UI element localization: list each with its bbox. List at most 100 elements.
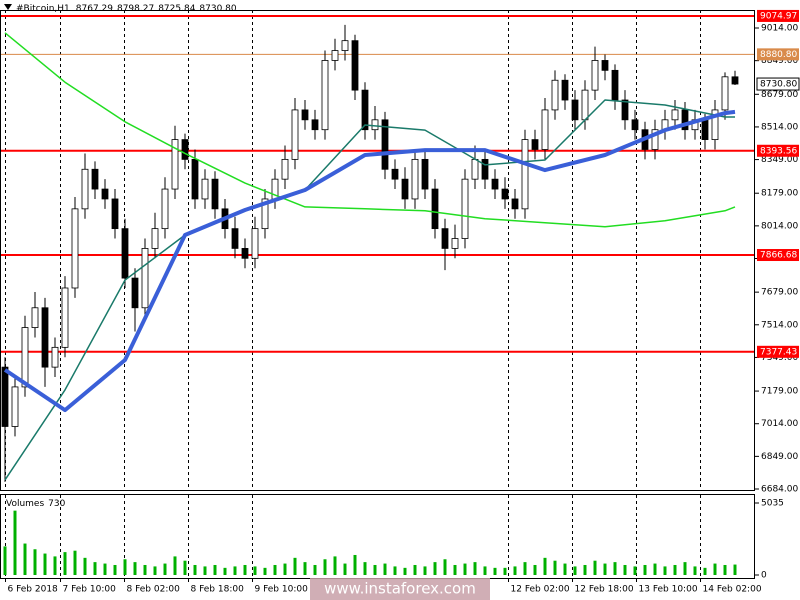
y-tick-label: 8514.00 bbox=[761, 122, 798, 132]
volume-bar bbox=[43, 553, 47, 575]
candle-body bbox=[681, 109, 689, 131]
candle-body bbox=[491, 178, 499, 190]
candle-body bbox=[371, 119, 379, 131]
candle-body bbox=[511, 198, 519, 210]
volume-bar bbox=[583, 564, 587, 575]
candle-body bbox=[331, 50, 339, 61]
candle-body bbox=[451, 238, 459, 249]
candle-body bbox=[201, 178, 209, 200]
x-tick-label: 12 Feb 18:00 bbox=[575, 585, 634, 595]
y-tick-label: 7679.00 bbox=[761, 288, 798, 298]
header-close: 8730.80 bbox=[199, 4, 236, 14]
candle-body bbox=[401, 178, 409, 200]
candle-body bbox=[291, 109, 299, 160]
candle-body bbox=[411, 158, 419, 200]
candle-body bbox=[471, 158, 479, 180]
candle-body bbox=[571, 99, 579, 121]
level-label: 9074.97 bbox=[760, 11, 797, 21]
header-open: 8767.29 bbox=[76, 4, 113, 14]
candle-body bbox=[161, 188, 169, 230]
volume-bar bbox=[393, 566, 397, 575]
volume-bar bbox=[213, 564, 217, 575]
level-label: 8880.80 bbox=[760, 50, 797, 60]
level-label-box bbox=[757, 9, 799, 22]
volume-bar bbox=[423, 566, 427, 575]
volume-bar bbox=[403, 567, 407, 575]
candle-body bbox=[101, 188, 109, 200]
candle-body bbox=[211, 178, 219, 210]
volume-bar bbox=[433, 562, 437, 575]
volume-bar bbox=[23, 543, 27, 575]
candle-body bbox=[141, 248, 149, 309]
volume-bar bbox=[503, 567, 507, 575]
collapse-icon bbox=[4, 4, 12, 10]
candle-body bbox=[521, 139, 529, 210]
volume-bar bbox=[523, 562, 527, 575]
volume-bar bbox=[483, 566, 487, 575]
volume-title: Volumes 730 bbox=[6, 499, 66, 509]
x-tick-label: 8 Feb 18:00 bbox=[191, 585, 245, 595]
candle-body bbox=[431, 188, 439, 230]
level-label-box bbox=[757, 345, 799, 358]
level-label-box bbox=[757, 48, 799, 61]
price-frame bbox=[0, 10, 755, 491]
volume-bar bbox=[223, 567, 227, 575]
volume-bar bbox=[243, 564, 247, 575]
volume-bar bbox=[373, 564, 377, 575]
header: #Bitcoin,H1 8767.29 8798.27 8725.84 8730.80 bbox=[16, 4, 237, 14]
last-price-box bbox=[756, 77, 800, 91]
volume-bar bbox=[173, 556, 177, 575]
moving-average bbox=[3, 109, 736, 413]
volume-bar bbox=[333, 556, 337, 575]
volume-bar bbox=[323, 559, 327, 575]
y-tick-label: 6684.00 bbox=[761, 485, 798, 495]
volume-bar bbox=[153, 566, 157, 575]
volume-bar bbox=[453, 564, 457, 575]
volume-bar bbox=[63, 552, 67, 575]
candle-body bbox=[81, 168, 89, 210]
candle-body bbox=[561, 79, 569, 101]
volume-bar bbox=[673, 564, 677, 575]
volume-bar bbox=[33, 549, 37, 575]
candle-body bbox=[191, 158, 199, 200]
header-low: 8725.84 bbox=[158, 4, 195, 14]
volume-bar bbox=[183, 560, 187, 575]
volume-bar bbox=[573, 566, 577, 575]
candle-body bbox=[171, 139, 179, 190]
volume-bar bbox=[263, 567, 267, 575]
candle-body bbox=[131, 277, 139, 309]
candle-body bbox=[241, 248, 249, 259]
y-tick-label: 8679.00 bbox=[761, 90, 798, 100]
volume-bar bbox=[593, 560, 597, 575]
volume-bar bbox=[143, 564, 147, 575]
volume-tick-label: 0 bbox=[761, 571, 767, 581]
volume-bar bbox=[103, 563, 107, 575]
moving-average bbox=[4, 99, 735, 481]
y-tick-label: 8014.00 bbox=[761, 221, 798, 231]
candle-body bbox=[71, 208, 79, 289]
y-tick-label: 8849.00 bbox=[761, 56, 798, 66]
volume-bar bbox=[283, 563, 287, 575]
volume-bar bbox=[613, 562, 617, 575]
candle-body bbox=[581, 89, 589, 121]
volume-bar bbox=[463, 563, 467, 575]
volume-bar bbox=[303, 562, 307, 575]
y-tick-label: 8349.00 bbox=[761, 155, 798, 165]
x-tick-label: 8 Feb 02:00 bbox=[127, 585, 181, 595]
level-label-box bbox=[757, 144, 799, 157]
candle-body bbox=[181, 139, 189, 160]
candle-body bbox=[111, 198, 119, 230]
candle-body bbox=[121, 228, 129, 279]
level-label-box bbox=[757, 249, 799, 262]
x-tick-label: 9 Feb 10:00 bbox=[255, 585, 309, 595]
level-label: 7377.43 bbox=[760, 347, 797, 357]
volume-bar bbox=[443, 559, 447, 575]
x-tick-label: 14 Feb 02:00 bbox=[703, 585, 762, 595]
candle-body bbox=[481, 158, 489, 180]
candle-body bbox=[531, 139, 539, 150]
volume-bar bbox=[623, 564, 627, 575]
volume-bar bbox=[73, 550, 77, 575]
volume-bar bbox=[413, 564, 417, 575]
x-tick-label: 7 Feb 10:00 bbox=[63, 585, 117, 595]
volume-bar bbox=[603, 563, 607, 575]
